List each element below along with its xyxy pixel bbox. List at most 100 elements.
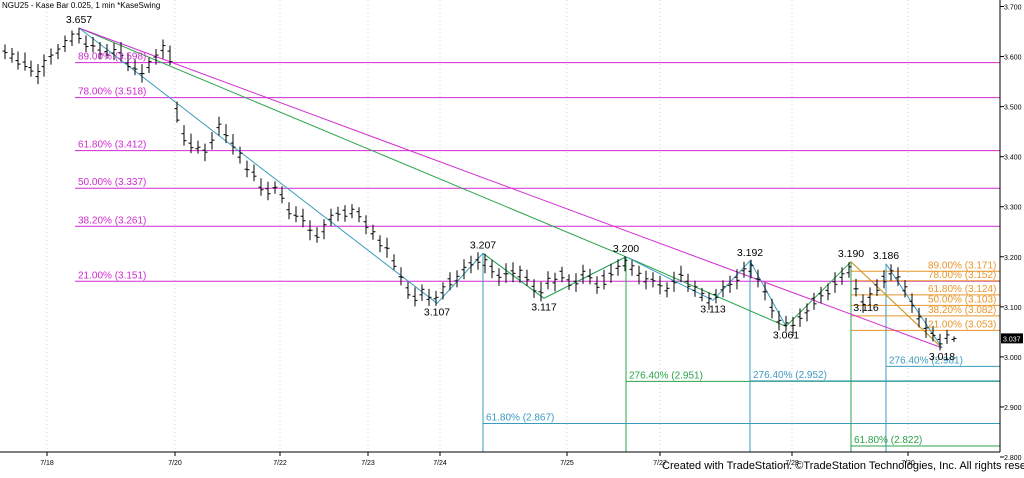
swing-label: 3.657 xyxy=(66,14,92,26)
price-bar xyxy=(461,259,467,280)
price-bar xyxy=(300,208,306,228)
price-bar xyxy=(405,281,411,299)
price-bar xyxy=(69,30,75,47)
swing-label: 3.116 xyxy=(853,302,879,314)
price-bar xyxy=(699,287,705,302)
x-tick-label: 7/25 xyxy=(560,460,574,467)
price-bar xyxy=(636,265,642,285)
retracement-label: 21.00% (3.151) xyxy=(78,270,146,281)
price-bar xyxy=(279,186,285,204)
price-bar xyxy=(881,270,887,289)
price-bar xyxy=(580,264,586,284)
price-bar xyxy=(258,178,264,196)
price-bar xyxy=(412,287,418,307)
price-bar xyxy=(307,220,313,241)
watermark: Created with TradeStation. ©TradeStation… xyxy=(662,460,1024,472)
price-bar xyxy=(748,259,754,279)
price-bar xyxy=(629,260,635,276)
vertical-gridlines xyxy=(46,0,909,452)
x-axis: 7/18 7/20 7/22 7/23 7/24 7/25 7/27 7/29 7/30 xyxy=(40,452,915,467)
price-bar xyxy=(139,64,145,83)
price-bar xyxy=(797,308,803,327)
price-bar xyxy=(223,124,229,144)
price-bar xyxy=(622,256,628,272)
x-tick-label: 7/30 xyxy=(901,460,915,467)
price-bar xyxy=(685,273,691,292)
x-tick-label: 7/23 xyxy=(361,460,375,467)
y-tick-label: 3.400 xyxy=(1004,155,1022,162)
price-bar xyxy=(97,42,103,60)
retracement-label: 50.00% (3.103) xyxy=(928,294,996,305)
y-tick-label: 3.600 xyxy=(1004,55,1022,62)
price-bar xyxy=(426,288,432,306)
price-bar xyxy=(608,263,614,283)
price-bar xyxy=(727,275,733,293)
price-bar xyxy=(181,125,187,146)
price-bar xyxy=(398,267,404,286)
price-bar xyxy=(22,52,28,71)
swing-label: 3.117 xyxy=(531,301,557,313)
swing-line xyxy=(78,27,943,349)
price-bar xyxy=(15,51,21,70)
price-bar xyxy=(55,44,61,60)
extension-label: 276.40% (2.951) xyxy=(629,370,703,381)
price-bar xyxy=(825,283,831,301)
price-bar xyxy=(384,237,390,258)
price-bar xyxy=(132,59,138,76)
price-bar xyxy=(510,262,516,283)
price-bar xyxy=(489,260,495,279)
price-bar xyxy=(314,227,320,243)
swing-line xyxy=(482,252,627,299)
price-bar xyxy=(706,292,712,310)
swing-label: 3.207 xyxy=(470,239,496,251)
price-bar xyxy=(867,287,873,306)
y-tick-label: 3.000 xyxy=(1004,355,1022,362)
price-bar xyxy=(146,57,152,74)
last-price-marker xyxy=(1001,333,1023,344)
extension-label: 276.40% (2.952) xyxy=(753,370,827,381)
price-bar xyxy=(832,272,838,293)
swing-label: 3.190 xyxy=(838,248,864,260)
swing-label: 3.192 xyxy=(737,247,763,259)
price-bar xyxy=(2,44,8,60)
last-price-label: 3.037 xyxy=(1003,336,1021,343)
extension-label: 61.80% (2.867) xyxy=(486,412,554,423)
price-bar xyxy=(944,329,950,344)
price-bar xyxy=(937,333,943,351)
y-axis: 3.700 3.600 3.500 3.400 3.300 3.200 3.100 3.000… xyxy=(1000,5,1023,462)
price-bar xyxy=(167,45,173,66)
price-bar xyxy=(902,280,908,298)
swing-label: 3.186 xyxy=(873,250,899,262)
retracement-label: 61.80% (3.124) xyxy=(928,284,996,295)
price-bar xyxy=(552,272,558,292)
price-bar xyxy=(391,254,397,270)
y-tick-label: 2.900 xyxy=(1004,405,1022,412)
price-bar xyxy=(930,325,936,342)
price-bar xyxy=(328,208,334,227)
price-bar xyxy=(790,316,796,336)
price-bar xyxy=(811,292,817,310)
price-bar xyxy=(517,265,523,283)
price-bar xyxy=(615,259,621,276)
price-bar xyxy=(566,274,572,290)
y-tick-label: 3.700 xyxy=(1004,5,1022,12)
price-bar xyxy=(202,143,208,162)
price-bar xyxy=(720,280,726,298)
price-bar xyxy=(734,269,740,290)
price-bar xyxy=(90,37,96,53)
price-bar xyxy=(475,252,481,270)
price-bar xyxy=(62,35,68,53)
price-bar xyxy=(244,160,250,178)
price-bar xyxy=(76,28,82,44)
price-bar xyxy=(818,286,824,304)
fib-level-labels: 89.00% (3.598) 78.00% (3.518) 61.80% (3.41… xyxy=(78,52,996,446)
price-bar xyxy=(923,317,929,338)
price-bar xyxy=(251,164,257,182)
price-bar xyxy=(860,294,866,313)
price-bar xyxy=(230,134,236,155)
price-bar xyxy=(83,35,89,53)
x-tick-label: 7/29 xyxy=(785,460,799,467)
price-bar xyxy=(118,42,124,62)
